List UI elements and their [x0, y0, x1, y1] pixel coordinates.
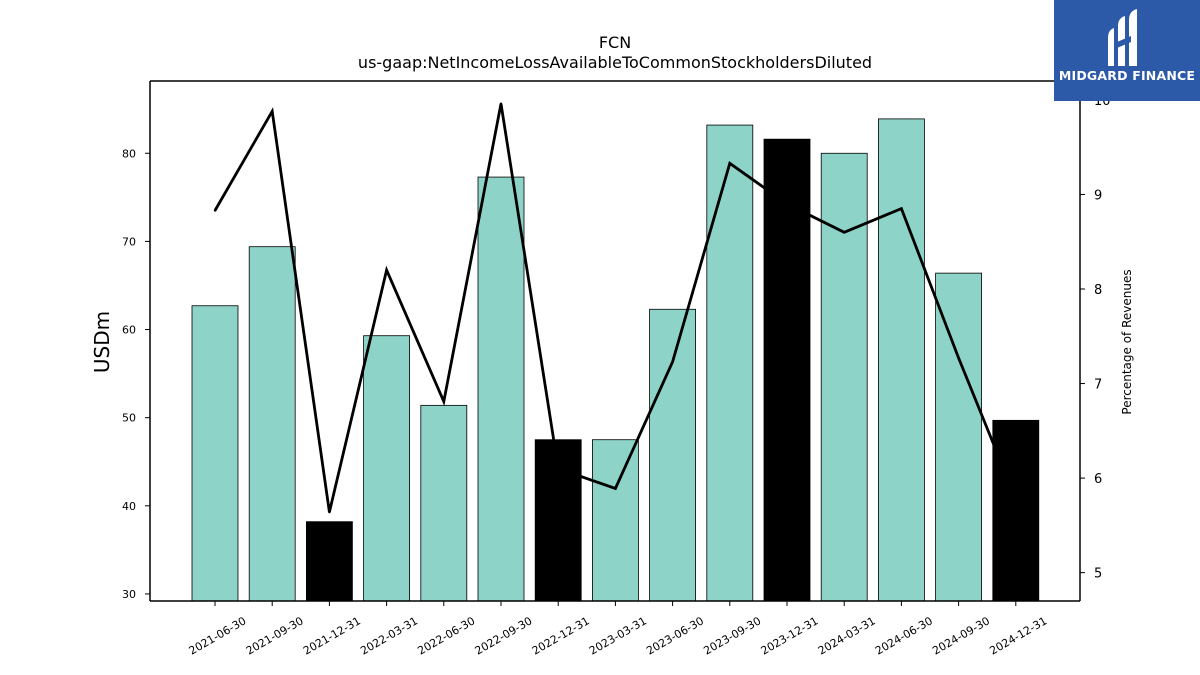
y2-tick-label-8: 8 [1094, 283, 1102, 298]
x-tick-label-2021-12-31: 2021-12-31 [301, 614, 363, 657]
y2-tick-label-9: 9 [1094, 188, 1102, 203]
line-point-2021-06-30 [213, 209, 217, 212]
x-tick-label-2024-12-31: 2024-12-31 [987, 614, 1049, 657]
line-point-2021-12-31 [328, 510, 331, 514]
y-axis-label: USDm [90, 311, 114, 373]
x-tick-label-2023-06-30: 2023-06-30 [644, 614, 706, 657]
bar-2022-06-30 [420, 404, 468, 602]
x-tick-label-2022-06-30: 2022-06-30 [415, 614, 477, 657]
bar-2023-12-31 [763, 138, 811, 602]
x-tick-label-2022-03-31: 2022-03-31 [358, 614, 420, 657]
x-tick-label-2024-09-30: 2024-09-30 [930, 614, 992, 657]
x-tick-label-2023-12-31: 2023-12-31 [759, 614, 821, 657]
bar-2021-09-30 [248, 246, 296, 602]
chart-subtitle: us-gaap:NetIncomeLossAvailableToCommonSt… [358, 53, 872, 72]
line-point-2024-06-30 [900, 207, 903, 210]
bar-2023-06-30 [649, 308, 696, 602]
chart-title: FCN [599, 33, 631, 52]
y-tick-label-70: 70 [122, 235, 136, 248]
line-point-2024-12-31 [1014, 497, 1017, 501]
x-tick-label-2022-09-30: 2022-09-30 [473, 614, 535, 657]
y2-axis-label: Percentage of Revenues [1120, 269, 1134, 414]
y-tick-label-80: 80 [122, 147, 136, 160]
x-tick-label-2021-06-30: 2021-06-30 [187, 614, 249, 657]
line-point-2022-09-30 [499, 102, 503, 105]
line-point-2024-03-31 [843, 231, 846, 234]
y2-tick-label-6: 6 [1094, 472, 1102, 487]
line-point-2023-09-30 [728, 162, 731, 165]
y-tick-label-50: 50 [122, 412, 136, 425]
x-tick-label-2024-06-30: 2024-06-30 [873, 614, 935, 657]
y-tick-label-60: 60 [122, 324, 136, 337]
x-tick-label-2023-09-30: 2023-09-30 [701, 614, 763, 657]
bar-2021-06-30 [191, 305, 239, 602]
y-tick-label-40: 40 [122, 500, 136, 513]
bar-2024-06-30 [878, 118, 925, 602]
x-tick-label-2022-12-31: 2022-12-31 [530, 614, 592, 657]
line-point-2024-09-30 [957, 356, 960, 360]
x-tick-label-2024-03-31: 2024-03-31 [816, 614, 878, 657]
line-point-2022-06-30 [442, 400, 445, 403]
bar-2022-09-30 [477, 176, 525, 602]
y-tick-label-30: 30 [122, 588, 136, 601]
bar-2021-12-31 [305, 521, 353, 602]
bar-2024-03-31 [820, 152, 868, 602]
line-group [213, 102, 1018, 514]
y2-tick-label-7: 7 [1094, 378, 1102, 393]
logo-text: MIDGARD FINANCE [1058, 68, 1196, 83]
y2-tick-label-5: 5 [1094, 567, 1102, 582]
bar-2023-03-31 [592, 439, 639, 602]
bar-2024-09-30 [935, 272, 982, 602]
logo-badge: MIDGARD FINANCE [1054, 0, 1200, 101]
line-point-2023-12-31 [785, 202, 789, 206]
logo-mark-icon [1108, 9, 1137, 66]
x-tick-label-2023-03-31: 2023-03-31 [587, 614, 649, 657]
bar-2024-12-31 [992, 419, 1040, 602]
bar-2022-03-31 [363, 335, 411, 602]
x-tick-label-2021-09-30: 2021-09-30 [244, 614, 306, 657]
bars-group [191, 118, 1040, 602]
bar-2023-09-30 [706, 124, 754, 602]
line-point-2022-12-31 [557, 467, 560, 470]
line-point-2021-09-30 [271, 110, 274, 113]
line-point-2022-03-31 [385, 268, 388, 272]
line-point-2023-06-30 [671, 360, 674, 363]
line-point-2023-03-31 [614, 487, 617, 490]
